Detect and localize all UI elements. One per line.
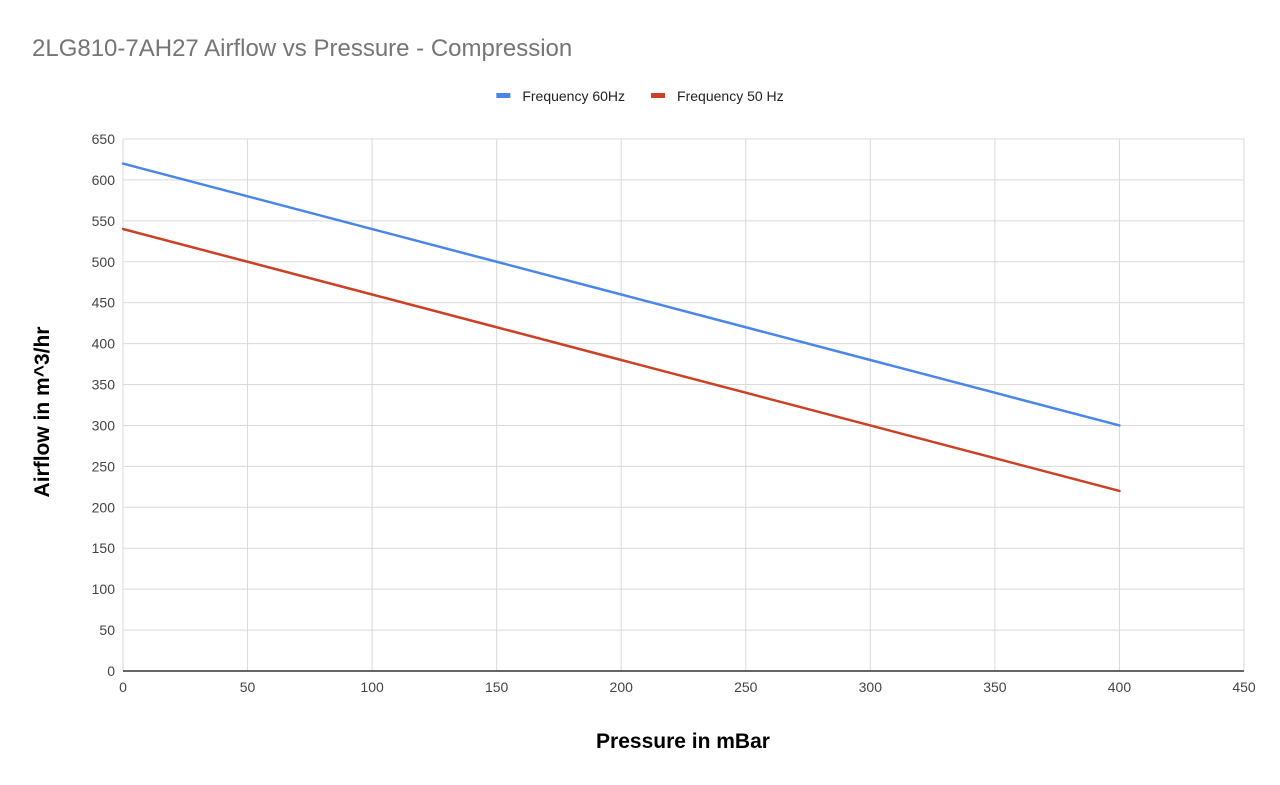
grid — [122, 138, 1245, 671]
series-line-2 — [121, 227, 1121, 493]
y-tick-label: 450 — [92, 295, 116, 311]
x-axis-title: Pressure in mBar — [596, 730, 770, 753]
y-axis-title: Airflow in m^3/hr — [31, 327, 54, 498]
y-tick-label: 100 — [92, 581, 116, 597]
x-axis-ticks: 0 50 100 150 200 250 300 350 400 450 — [119, 679, 1256, 695]
x-tick-label: 0 — [119, 679, 127, 695]
y-axis-ticks: 0 50 100 150 200 250 300 350 400 450 500 550 600 650 — [92, 131, 116, 679]
y-tick-label: 0 — [107, 663, 115, 679]
y-tick-label: 550 — [92, 213, 116, 229]
y-tick-label: 500 — [92, 254, 116, 270]
chart-title: 2LG810-7AH27 Airflow vs Pressure - Compr… — [32, 35, 572, 62]
x-tick-label: 150 — [485, 679, 509, 695]
y-tick-label: 250 — [92, 458, 116, 474]
y-tick-label: 600 — [92, 172, 116, 188]
x-tick-label: 300 — [859, 679, 883, 695]
y-tick-label: 650 — [92, 131, 116, 147]
legend-label: Frequency 50 Hz — [677, 88, 784, 104]
x-tick-label: 400 — [1108, 679, 1132, 695]
legend-swatch — [651, 93, 666, 98]
x-tick-label: 250 — [734, 679, 758, 695]
legend-label: Frequency 60Hz — [522, 88, 625, 104]
series-line-1 — [121, 162, 1121, 427]
legend: Frequency 60Hz Frequency 50 Hz — [496, 88, 784, 104]
y-tick-label: 200 — [92, 499, 116, 515]
x-tick-label: 350 — [983, 679, 1007, 695]
y-tick-label: 400 — [92, 336, 116, 352]
legend-item-2[interactable]: Frequency 50 Hz — [651, 88, 784, 104]
x-tick-label: 50 — [240, 679, 256, 695]
series-group — [121, 162, 1121, 493]
x-tick-label: 450 — [1232, 679, 1256, 695]
y-tick-label: 350 — [92, 377, 116, 393]
y-tick-label: 150 — [92, 540, 116, 556]
legend-swatch — [496, 93, 511, 98]
y-tick-label: 300 — [92, 417, 116, 433]
x-tick-label: 200 — [610, 679, 634, 695]
x-tick-label: 100 — [360, 679, 384, 695]
legend-item-1[interactable]: Frequency 60Hz — [496, 88, 625, 104]
y-tick-label: 50 — [99, 622, 115, 638]
